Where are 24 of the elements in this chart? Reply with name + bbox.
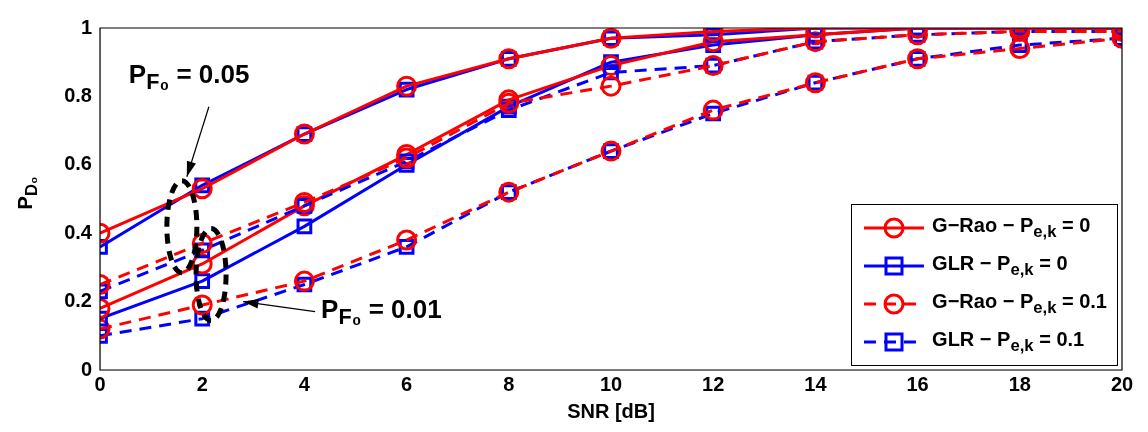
x-tick-label: 2	[196, 372, 208, 395]
x-tick-label: 18	[1008, 372, 1031, 395]
annotation: P$_{F₀}$ = 0.01	[321, 293, 442, 330]
x-tick-label: 4	[298, 372, 311, 395]
annotation: P$_{F₀}$ = 0.05	[128, 58, 250, 95]
legend-label: GLR − P$_{e,k}$ = 0	[932, 252, 1068, 280]
x-tick-label: 8	[503, 372, 515, 395]
y-tick-label: 0.4	[64, 220, 93, 243]
y-tick-label: 0.6	[64, 152, 92, 175]
legend-label: G−Rao − P$_{e,k}$ = 0.1	[932, 290, 1107, 318]
y-tick-label: 0.2	[64, 289, 92, 312]
x-tick-label: 10	[599, 372, 623, 395]
y-tick-label: 0	[80, 357, 92, 380]
x-axis-title: SNR [dB]	[567, 399, 655, 422]
legend-label: G−Rao − P$_{e,k}$ = 0	[932, 214, 1091, 242]
x-tick-label: 12	[702, 372, 725, 395]
y-tick-label: 0.8	[64, 83, 92, 106]
x-tick-label: 20	[1110, 372, 1134, 395]
x-tick-label: 14	[804, 372, 828, 395]
y-tick-label: 1	[80, 15, 92, 38]
x-tick-label: 0	[94, 372, 106, 395]
x-tick-label: 16	[906, 372, 929, 395]
x-tick-label: 6	[401, 372, 413, 395]
legend-label: GLR − P$_{e,k}$ = 0.1	[932, 328, 1085, 356]
